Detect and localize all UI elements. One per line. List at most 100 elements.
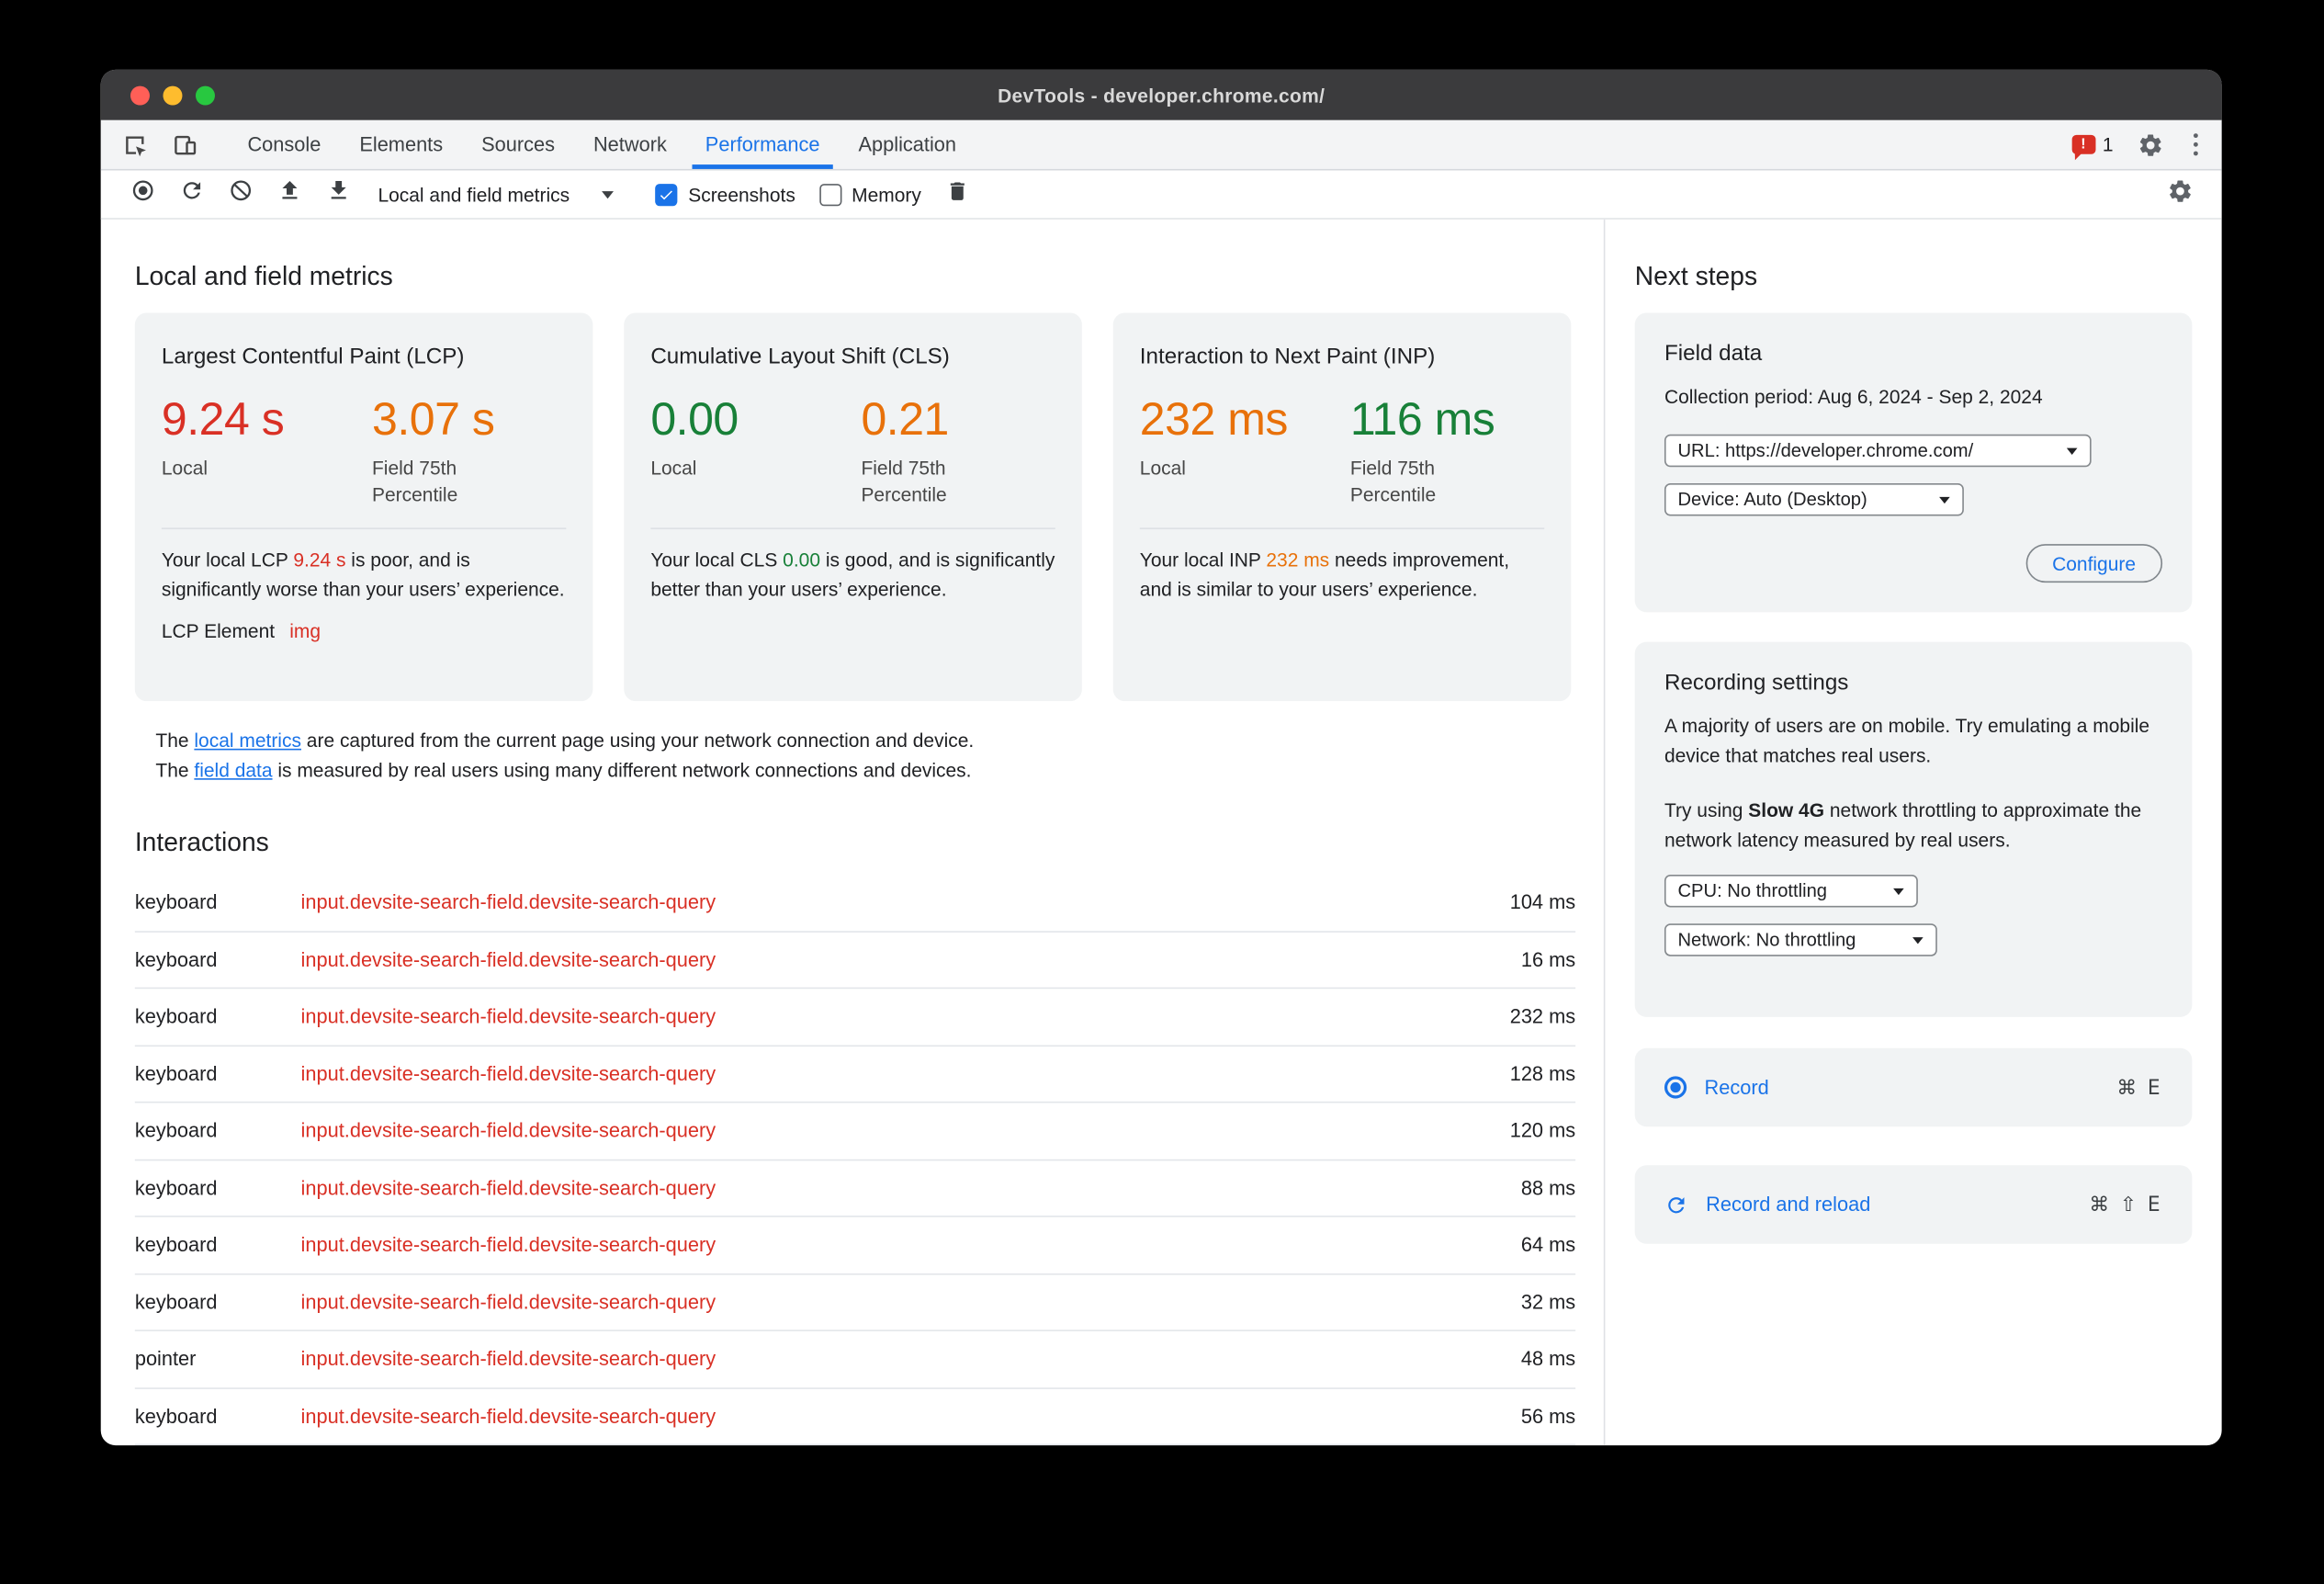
metric-local-column: 232 ms Local xyxy=(1140,393,1350,519)
lcp-element-label: LCP Element xyxy=(161,619,276,642)
inspect-icon xyxy=(121,131,148,158)
device-select[interactable]: Device: Auto (Desktop) xyxy=(1664,483,1964,516)
devtools-tab-strip: Console Elements Sources Network Performance… xyxy=(228,120,976,169)
metric-field-column: 0.21 Field 75th Percentile xyxy=(861,393,1054,519)
metric-local-column: 9.24 s Local xyxy=(162,393,372,519)
metric-local-value: 9.24 s xyxy=(161,392,285,446)
trash-icon xyxy=(946,178,970,209)
metric-field-column: 116 ms Field 75th Percentile xyxy=(1350,393,1543,519)
metric-card: Interaction to Next Paint (INP) 232 ms Loc… xyxy=(1112,312,1572,702)
settings-button[interactable] xyxy=(2133,131,2169,158)
interaction-type: keyboard xyxy=(134,948,218,971)
interaction-target[interactable]: input.devsite-search-field.devsite-searc… xyxy=(300,1176,716,1199)
interaction-duration: 104 ms xyxy=(1509,891,1576,914)
interaction-target[interactable]: input.devsite-search-field.devsite-searc… xyxy=(300,1005,716,1028)
interaction-duration: 64 ms xyxy=(1520,1233,1576,1257)
issues-button[interactable]: 1 xyxy=(2070,133,2114,161)
metric-card-title: Cumulative Layout Shift (CLS) xyxy=(650,344,950,369)
interaction-type: keyboard xyxy=(134,1176,218,1199)
local-metrics-link[interactable]: local metrics xyxy=(194,729,301,752)
more-menu-button[interactable] xyxy=(2187,133,2204,156)
device-toolbar-icon xyxy=(172,131,198,158)
interaction-target[interactable]: input.devsite-search-field.devsite-searc… xyxy=(300,1405,716,1428)
interaction-target[interactable]: input.devsite-search-field.devsite-searc… xyxy=(300,1119,716,1142)
tab-elements[interactable]: Elements xyxy=(359,133,444,156)
interaction-row: keyboard input.devsite-search-field.devsi… xyxy=(134,1274,1576,1331)
reload-button[interactable] xyxy=(167,171,216,219)
field-data-card: Field data Collection period: Aug 6, 202… xyxy=(1634,312,2193,613)
network-throttling-select[interactable]: Network: No throttling xyxy=(1664,923,1937,956)
cpu-throttling-select[interactable]: CPU: No throttling xyxy=(1664,874,1918,908)
load-profile-button[interactable] xyxy=(265,171,314,219)
configure-button[interactable]: Configure xyxy=(2025,544,2163,583)
tab-console[interactable]: Console xyxy=(247,133,322,156)
metric-field-label: Field 75th Percentile xyxy=(1349,456,1437,506)
interaction-duration: 128 ms xyxy=(1509,1062,1576,1085)
interaction-row: keyboard input.devsite-search-field.devsi… xyxy=(134,1388,1576,1446)
metric-values: 9.24 s Local 3.07 s Field 75th Percentile xyxy=(162,393,566,519)
interaction-target[interactable]: input.devsite-search-field.devsite-searc… xyxy=(300,1062,716,1085)
chevron-down-icon xyxy=(1912,936,1924,944)
interaction-target[interactable]: input.devsite-search-field.devsite-searc… xyxy=(300,1233,716,1257)
view-select[interactable]: Local and field metrics xyxy=(378,183,615,205)
interaction-type: keyboard xyxy=(134,1119,218,1142)
next-steps-pane: Next steps Field data Collection period:… xyxy=(1605,220,2221,1445)
devtools-window: DevTools - developer.chrome.com/ xyxy=(100,69,2222,1446)
tab-sources[interactable]: Sources xyxy=(481,133,556,156)
record-icon xyxy=(1664,1076,1687,1099)
recording-settings-card: Recording settings A majority of users a… xyxy=(1634,641,2193,1017)
cpu-throttling-value: CPU: No throttling xyxy=(1677,880,1828,902)
metric-field-label: Field 75th Percentile xyxy=(371,456,458,506)
clear-button[interactable] xyxy=(217,171,265,219)
record-and-reload-card[interactable]: Record and reload ⌘ ⇧ E xyxy=(1634,1165,2193,1244)
reload-icon xyxy=(179,178,204,210)
record-button[interactable] xyxy=(118,171,167,219)
minimize-button[interactable] xyxy=(163,85,183,105)
interactions-table: keyboard input.devsite-search-field.devsi… xyxy=(134,875,1576,1446)
metric-values: 0.00 Local 0.21 Field 75th Percentile xyxy=(650,393,1055,519)
url-select-value: URL: https://developer.chrome.com/ xyxy=(1677,440,1974,461)
interaction-target[interactable]: input.devsite-search-field.devsite-searc… xyxy=(300,1290,716,1314)
record-shortcut: ⌘ E xyxy=(2116,1075,2163,1100)
recording-settings-title: Recording settings xyxy=(1664,670,1849,696)
interaction-row: keyboard input.devsite-search-field.devsi… xyxy=(134,1103,1576,1160)
device-toolbar-button[interactable] xyxy=(160,120,210,169)
tab-network[interactable]: Network xyxy=(592,133,667,156)
tabbar-right: 1 xyxy=(2070,120,2222,169)
save-profile-button[interactable] xyxy=(314,171,363,219)
tab-performance[interactable]: Performance xyxy=(686,120,840,169)
tab-application[interactable]: Application xyxy=(858,133,957,156)
interaction-target[interactable]: input.devsite-search-field.devsite-searc… xyxy=(300,891,716,914)
interaction-target[interactable]: input.devsite-search-field.devsite-searc… xyxy=(300,948,716,971)
screenshots-label: Screenshots xyxy=(688,183,795,206)
reload-icon xyxy=(1664,1193,1688,1216)
record-card[interactable]: Record ⌘ E xyxy=(1634,1047,2193,1127)
block-icon xyxy=(228,178,253,210)
lcp-element-link[interactable]: img xyxy=(289,619,322,642)
metric-local-label: Local xyxy=(1139,456,1186,480)
interaction-target[interactable]: input.devsite-search-field.devsite-searc… xyxy=(300,1348,716,1371)
recording-tip-1: A majority of users are on mobile. Try e… xyxy=(1664,714,2150,767)
memory-checkbox[interactable] xyxy=(818,183,841,206)
panel-settings-button[interactable] xyxy=(2155,171,2204,219)
collect-garbage-button[interactable] xyxy=(933,171,982,219)
interaction-duration: 88 ms xyxy=(1520,1176,1576,1199)
issues-count: 1 xyxy=(2102,133,2114,156)
zoom-button[interactable] xyxy=(195,85,215,105)
metric-description: Your local INP 232 ms needs improvement,… xyxy=(1139,548,1510,601)
metric-field-label: Field 75th Percentile xyxy=(861,456,947,506)
field-data-link[interactable]: field data xyxy=(194,759,273,782)
chevron-down-icon xyxy=(602,190,615,198)
interaction-row: keyboard input.devsite-search-field.devsi… xyxy=(134,875,1576,933)
interaction-row: keyboard input.devsite-search-field.devsi… xyxy=(134,989,1576,1047)
record-label: Record xyxy=(1704,1076,1769,1099)
recording-tip-2: Try using Slow 4G network throttling to … xyxy=(1664,798,2142,852)
panel-content: Local and field metrics Largest Contentf… xyxy=(101,219,2222,1446)
url-select[interactable]: URL: https://developer.chrome.com/ xyxy=(1664,434,2092,468)
close-button[interactable] xyxy=(130,85,150,105)
window-title: DevTools - developer.chrome.com/ xyxy=(998,84,1326,107)
inspect-element-button[interactable] xyxy=(109,120,160,169)
interaction-duration: 16 ms xyxy=(1520,948,1576,971)
screenshots-checkbox[interactable] xyxy=(655,183,678,206)
